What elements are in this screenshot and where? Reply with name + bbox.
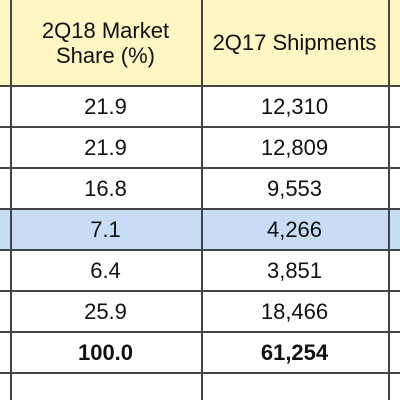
column-border [10,0,12,400]
row-border [0,208,400,210]
header-cell: 2Q17 Shipments [212,30,377,56]
header-background [0,0,400,86]
data-cell: 16.8 [84,175,127,201]
column-border [201,0,203,400]
row-border [0,167,400,169]
row-border [0,331,400,333]
total-cell: 100.0 [77,339,134,365]
data-cell: 18,466 [260,298,329,324]
row-border [0,85,400,87]
data-cell: 9,553 [266,175,323,201]
data-cell: 21.9 [84,93,127,119]
data-cell: 21.9 [84,134,127,160]
row-border [0,372,400,374]
row-border [0,249,400,251]
row-border [0,290,400,292]
data-cell: 3,851 [266,257,323,283]
total-cell: 61,254 [260,339,329,365]
data-cell: 7.1 [90,216,121,242]
header-cell: 2Q18 Market Share (%) [41,17,170,68]
row-highlight [0,209,400,250]
data-cell: 12,310 [260,93,329,119]
data-cell: 12,809 [260,134,329,160]
data-cell: 6.4 [90,257,121,283]
row-border [0,126,400,128]
data-cell: 25.9 [84,298,127,324]
column-border [388,0,390,400]
data-cell: 4,266 [266,216,323,242]
